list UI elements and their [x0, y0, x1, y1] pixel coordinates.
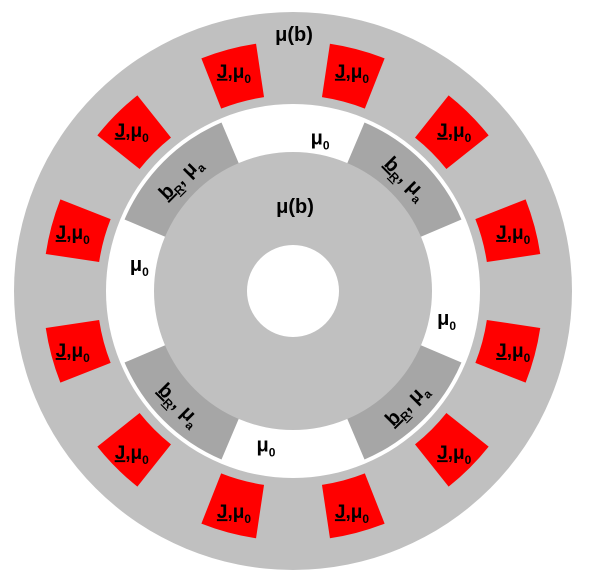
- coil-label: J,μ0: [217, 62, 251, 86]
- coil-slot: [45, 319, 111, 383]
- shaft-hole: [247, 245, 339, 337]
- coil-slot: [475, 199, 541, 263]
- coil-label: J,μ0: [496, 223, 530, 247]
- permanent-magnet: [343, 341, 462, 460]
- stator-coils: [45, 43, 541, 539]
- coil-label: J,μ0: [56, 341, 90, 365]
- magnet-label: bR, μa: [381, 379, 435, 433]
- rotor-magnets: [124, 122, 462, 460]
- coil-label: J,μ0: [437, 443, 471, 467]
- coil-slot: [321, 43, 385, 109]
- coil-slot: [321, 473, 385, 539]
- air-gap-label: μ0: [256, 435, 275, 460]
- air-gap-label: μ0: [311, 127, 330, 152]
- permanent-magnet: [343, 122, 462, 241]
- coil-slot: [45, 199, 111, 263]
- coil-slot: [201, 43, 265, 109]
- air-gap-label: μ0: [437, 308, 456, 333]
- coil-slot: [201, 473, 265, 539]
- air-gap-labels: μ0 μ0 μ0 μ0: [130, 127, 457, 459]
- coil-label: J,μ0: [217, 502, 251, 526]
- coil-label: J,μ0: [115, 121, 149, 145]
- coil-label: J,μ0: [115, 443, 149, 467]
- coil-labels: J,μ0 J,μ0 J,μ0 J,μ0 J,μ0 J,μ0 J,μ0 J,μ0 J,μ0 J,μ0…: [56, 62, 531, 526]
- coil-label: J,μ0: [437, 121, 471, 145]
- coil-slot: [475, 319, 541, 383]
- coil-slot: [415, 413, 489, 487]
- coil-slot: [97, 413, 171, 487]
- stator-label: μ(b): [275, 24, 313, 46]
- rotor-label: μ(b): [276, 196, 314, 218]
- air-gap-label: μ0: [130, 254, 149, 279]
- coil-label: J,μ0: [335, 62, 369, 86]
- coil-slot: [97, 95, 171, 169]
- coil-label: J,μ0: [496, 341, 530, 365]
- coil-label: J,μ0: [56, 223, 90, 247]
- permanent-magnet: [124, 122, 243, 241]
- coil-label: J,μ0: [335, 502, 369, 526]
- coil-slot: [415, 95, 489, 169]
- permanent-magnet: [124, 341, 243, 460]
